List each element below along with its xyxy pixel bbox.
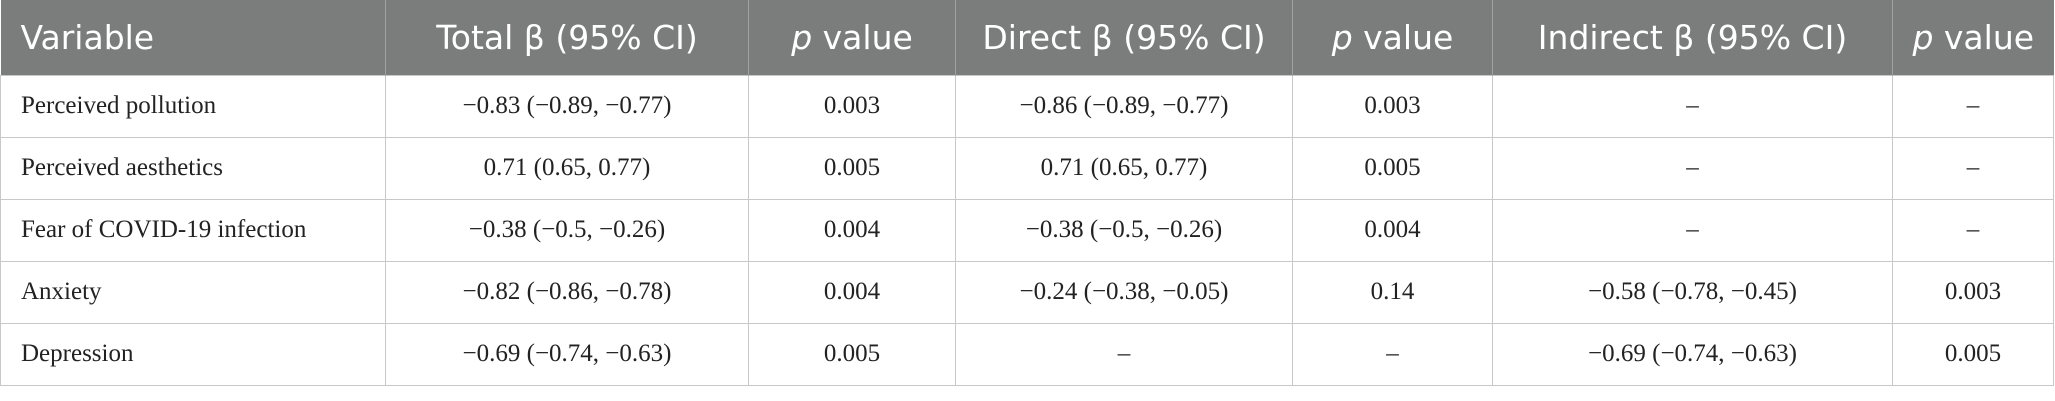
cell-direct-beta: −0.38 (−0.5, −0.26) xyxy=(955,198,1293,262)
cell-direct-p: – xyxy=(1292,322,1493,386)
cell-total-p: 0.004 xyxy=(748,260,956,324)
header-direct-beta: Direct β (95% CI) xyxy=(955,0,1293,75)
cell-direct-p: 0.003 xyxy=(1292,74,1493,138)
cell-variable: Anxiety xyxy=(0,260,386,324)
cell-direct-p: 0.14 xyxy=(1292,260,1493,324)
table-row: Perceived aesthetics 0.71 (0.65, 0.77) 0… xyxy=(0,136,2054,200)
cell-indirect-p: 0.005 xyxy=(1892,322,2054,386)
header-p-symbol: p xyxy=(1331,17,1353,57)
cell-total-beta: −0.69 (−0.74, −0.63) xyxy=(385,322,749,386)
cell-total-beta: −0.83 (−0.89, −0.77) xyxy=(385,74,749,138)
cell-direct-beta: −0.86 (−0.89, −0.77) xyxy=(955,74,1293,138)
cell-total-p: 0.004 xyxy=(748,198,956,262)
cell-indirect-beta: – xyxy=(1492,74,1893,138)
cell-variable: Perceived pollution xyxy=(0,74,386,138)
header-indirect-p-value: p value xyxy=(1892,0,2054,75)
cell-indirect-p: – xyxy=(1892,74,2054,138)
cell-indirect-beta: −0.58 (−0.78, −0.45) xyxy=(1492,260,1893,324)
cell-total-beta: −0.38 (−0.5, −0.26) xyxy=(385,198,749,262)
results-table: Variable Total β (95% CI) p value Direct… xyxy=(0,0,2054,386)
cell-direct-beta: −0.24 (−0.38, −0.05) xyxy=(955,260,1293,324)
header-total-p-value: p value xyxy=(748,0,956,75)
header-indirect-beta: Indirect β (95% CI) xyxy=(1492,0,1893,75)
table-body: Perceived pollution −0.83 (−0.89, −0.77)… xyxy=(0,74,2054,386)
header-p-symbol: p xyxy=(1912,17,1934,57)
table-row: Perceived pollution −0.83 (−0.89, −0.77)… xyxy=(0,74,2054,138)
cell-indirect-p: – xyxy=(1892,198,2054,262)
header-p-suffix: value xyxy=(1352,17,1454,57)
cell-indirect-p: 0.003 xyxy=(1892,260,2054,324)
cell-direct-p: 0.004 xyxy=(1292,198,1493,262)
cell-total-beta: −0.82 (−0.86, −0.78) xyxy=(385,260,749,324)
header-direct-p-value: p value xyxy=(1292,0,1493,75)
cell-indirect-p: – xyxy=(1892,136,2054,200)
cell-indirect-beta: – xyxy=(1492,198,1893,262)
table-row: Depression −0.69 (−0.74, −0.63) 0.005 – … xyxy=(0,322,2054,386)
cell-total-p: 0.005 xyxy=(748,322,956,386)
cell-total-p: 0.003 xyxy=(748,74,956,138)
cell-total-p: 0.005 xyxy=(748,136,956,200)
cell-total-beta: 0.71 (0.65, 0.77) xyxy=(385,136,749,200)
cell-indirect-beta: −0.69 (−0.74, −0.63) xyxy=(1492,322,1893,386)
header-variable: Variable xyxy=(20,17,155,57)
cell-indirect-beta: – xyxy=(1492,136,1893,200)
cell-variable: Fear of COVID-19 infection xyxy=(0,198,386,262)
cell-variable: Perceived aesthetics xyxy=(0,136,386,200)
header-p-symbol: p xyxy=(791,17,813,57)
table-header: Variable Total β (95% CI) p value Direct… xyxy=(0,0,2054,75)
table-row: Fear of COVID-19 infection −0.38 (−0.5, … xyxy=(0,198,2054,262)
header-p-suffix: value xyxy=(812,17,913,57)
cell-direct-p: 0.005 xyxy=(1292,136,1493,200)
table-row: Anxiety −0.82 (−0.86, −0.78) 0.004 −0.24… xyxy=(0,260,2054,324)
header-row: Variable Total β (95% CI) p value Direct… xyxy=(0,0,2054,75)
header-total-beta: Total β (95% CI) xyxy=(385,0,749,75)
cell-direct-beta: 0.71 (0.65, 0.77) xyxy=(955,136,1293,200)
cell-variable: Depression xyxy=(0,322,386,386)
cell-direct-beta: – xyxy=(955,322,1293,386)
header-p-suffix: value xyxy=(1933,17,2035,57)
